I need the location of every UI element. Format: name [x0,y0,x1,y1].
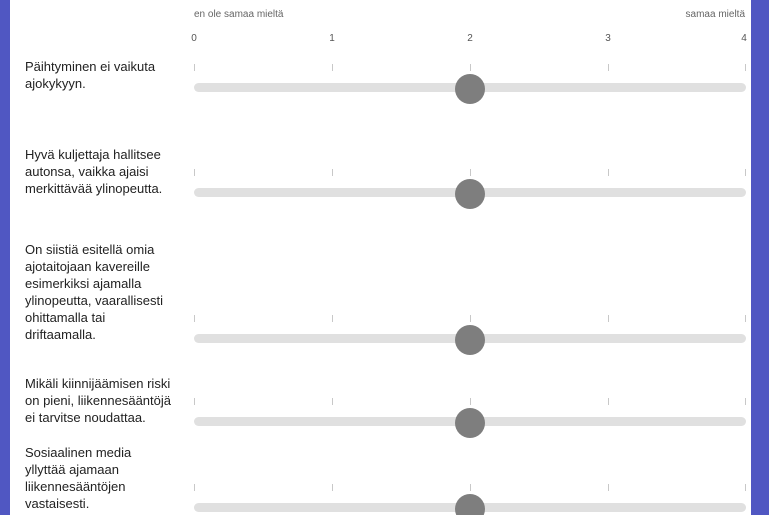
survey-panel: en ole samaa mieltä samaa mieltä 0 1 2 3… [10,0,751,515]
statement-text: Hyvä kuljettaja hallitsee autonsa, vaikk… [25,147,163,196]
slider-thumb[interactable] [455,325,485,355]
slider-thumb[interactable] [455,74,485,104]
slider-thumb[interactable] [455,179,485,209]
statement-row: Sosiaalinen media yllyttää ajamaan liike… [10,440,751,515]
scale-max-label: samaa mieltä [685,9,745,20]
scale-header: en ole samaa mieltä samaa mieltä 0 1 2 3… [10,0,751,50]
statement-row: Hyvä kuljettaja hallitsee autonsa, vaikk… [10,107,751,209]
statement-text: Mikäli kiinnijäämisen riski on pieni, li… [25,376,171,425]
statement-text: On siistiä esitellä omia ajotaitojaan ka… [25,242,164,342]
scale-tick-label: 1 [329,33,335,44]
statement-text: Sosiaalinen media yllyttää ajamaan liike… [25,445,132,511]
statement-row: Päihtyminen ei vaikuta ajokykyyn. [10,55,751,104]
scale-min-label: en ole samaa mieltä [194,9,284,20]
scale-tick-label: 2 [467,33,473,44]
slider-thumb[interactable] [455,494,485,515]
agreement-slider[interactable] [194,396,746,438]
scale-tick-label: 0 [191,33,197,44]
agreement-slider[interactable] [194,62,746,104]
statement-row: On siistiä esitellä omia ajotaitojaan ka… [10,208,751,355]
agreement-slider[interactable] [194,167,746,209]
agreement-slider[interactable] [194,482,746,515]
scale-tick-label: 4 [741,33,747,44]
slider-thumb[interactable] [455,408,485,438]
statement-text: Päihtyminen ei vaikuta ajokykyyn. [25,59,156,91]
statement-row: Mikäli kiinnijäämisen riski on pieni, li… [10,355,751,438]
agreement-slider[interactable] [194,313,746,355]
scale-tick-label: 3 [605,33,611,44]
